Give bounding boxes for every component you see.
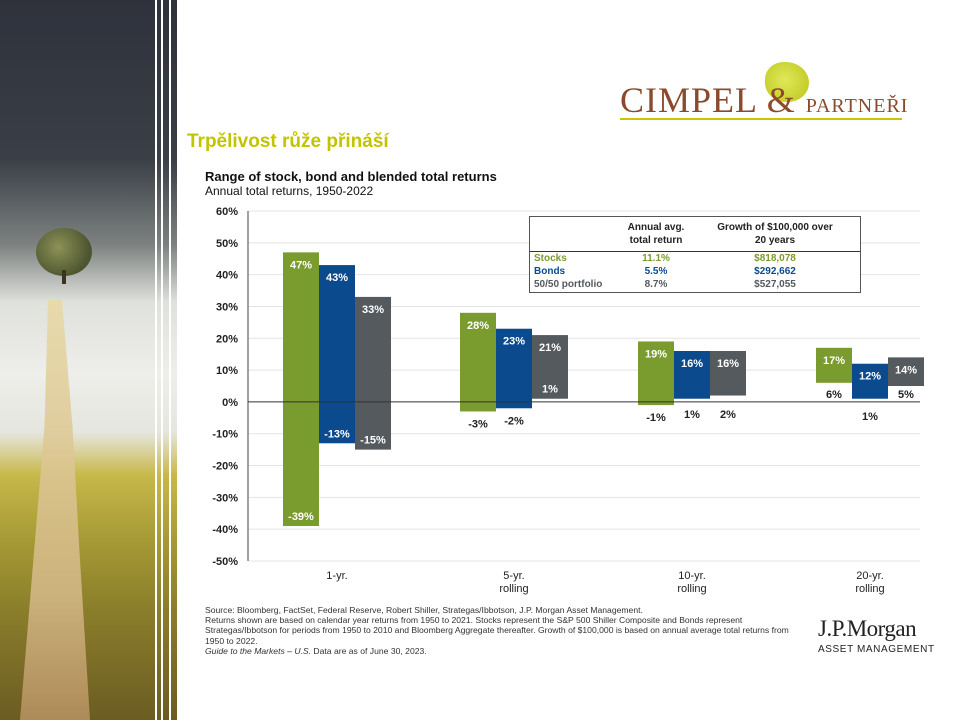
x-category-label: rolling bbox=[677, 583, 706, 595]
bar-bonds bbox=[674, 351, 710, 399]
jpmorgan-logo: J.P.Morgan ASSET MANAGEMENT bbox=[818, 616, 938, 655]
x-category-label: rolling bbox=[499, 583, 528, 595]
y-tick-label: -10% bbox=[212, 429, 238, 441]
y-tick-label: -40% bbox=[212, 524, 238, 536]
bar-min-label: -13% bbox=[324, 428, 350, 440]
bar-min-label: 6% bbox=[826, 389, 842, 401]
bar-min-label: 2% bbox=[720, 409, 736, 421]
bar-max-label: 47% bbox=[290, 259, 312, 271]
bar-max-label: 16% bbox=[681, 358, 703, 370]
bar-min-label: 1% bbox=[542, 384, 558, 396]
bar-max-label: 43% bbox=[326, 272, 348, 284]
footnote-source: Source: Bloomberg, FactSet, Federal Rese… bbox=[205, 605, 643, 615]
decorative-stripe bbox=[161, 0, 163, 720]
bar-min-label: 1% bbox=[862, 411, 878, 423]
chart-subtitle: Annual total returns, 1950-2022 bbox=[205, 184, 374, 198]
logo-ampersand: & bbox=[766, 80, 796, 120]
bar-50-50-portfolio bbox=[532, 335, 568, 399]
x-category-label: 1-yr. bbox=[326, 570, 347, 582]
table-row: Bonds 5.5% $292,662 bbox=[534, 266, 796, 277]
jpmorgan-sub: ASSET MANAGEMENT bbox=[818, 644, 935, 655]
y-tick-label: 10% bbox=[216, 365, 238, 377]
bar-max-label: 21% bbox=[539, 342, 561, 354]
background-photo-landscape bbox=[0, 0, 177, 720]
bar-max-label: 16% bbox=[717, 358, 739, 370]
bar-max-label: 33% bbox=[362, 304, 384, 316]
y-tick-label: 60% bbox=[216, 206, 238, 218]
table-header-growth: Growth of $100,000 over 20 years bbox=[717, 222, 833, 246]
decorative-stripe bbox=[155, 0, 157, 720]
footnote-method: Returns shown are based on calendar year… bbox=[205, 615, 789, 646]
bar-min-label: 5% bbox=[898, 389, 914, 401]
bar-stocks bbox=[460, 312, 496, 412]
bar-bonds bbox=[852, 363, 888, 399]
summary-table: Annual avg. total return Growth of $100,0… bbox=[529, 216, 861, 293]
chart-title: Range of stock, bond and blended total r… bbox=[205, 169, 497, 184]
bar-bonds bbox=[319, 265, 355, 444]
x-category-label: 20-yr. bbox=[856, 570, 884, 582]
footnote: Source: Bloomberg, FactSet, Federal Rese… bbox=[205, 605, 805, 656]
bar-min-label: -1% bbox=[646, 412, 666, 424]
bar-min-label: -15% bbox=[360, 435, 386, 447]
logo-underline bbox=[620, 118, 902, 120]
x-category-label: 5-yr. bbox=[503, 570, 524, 582]
bar-50-50-portfolio bbox=[710, 351, 746, 396]
footnote-guide: Guide to the Markets – U.S. Data are as … bbox=[205, 645, 427, 656]
bar-max-label: 28% bbox=[467, 320, 489, 332]
bar-min-label: -2% bbox=[504, 415, 524, 427]
bar-max-label: 19% bbox=[645, 348, 667, 360]
y-tick-label: 50% bbox=[216, 238, 238, 250]
logo-brand-rest: PARTNEŘI bbox=[805, 95, 909, 117]
leaf-icon bbox=[765, 62, 809, 102]
y-tick-label: -20% bbox=[212, 461, 238, 473]
y-tick-label: 20% bbox=[216, 333, 238, 345]
bar-min-label: -3% bbox=[468, 418, 488, 430]
bar-50-50-portfolio bbox=[888, 357, 924, 386]
tree-trunk bbox=[62, 270, 66, 284]
bar-stocks bbox=[283, 252, 319, 526]
decorative-stripe bbox=[169, 0, 171, 720]
tree-image bbox=[36, 228, 92, 276]
y-tick-label: 0% bbox=[222, 397, 238, 409]
bar-stocks bbox=[816, 347, 852, 383]
table-row: 50/50 portfolio 8.7% $527,055 bbox=[534, 279, 796, 290]
x-category-label: 10-yr. bbox=[678, 570, 706, 582]
bar-min-label: -39% bbox=[288, 511, 314, 523]
bar-bonds bbox=[496, 328, 532, 409]
logo-brand-main: CIMPEL bbox=[620, 80, 757, 120]
y-tick-label: 40% bbox=[216, 270, 238, 282]
bar-min-label: 1% bbox=[684, 409, 700, 421]
table-header-avg: Annual avg. total return bbox=[627, 222, 685, 246]
jpmorgan-name: J.P.Morgan bbox=[818, 616, 917, 641]
bar-max-label: 12% bbox=[859, 371, 881, 383]
page-heading: Trpělivost růže přináší bbox=[187, 131, 389, 152]
bar-50-50-portfolio bbox=[355, 296, 391, 450]
y-tick-label: -50% bbox=[212, 556, 238, 568]
bar-max-label: 17% bbox=[823, 355, 845, 367]
bar-max-label: 23% bbox=[503, 336, 525, 348]
bar-stocks bbox=[638, 341, 674, 406]
table-header-row: Annual avg. total return Growth of $100,0… bbox=[530, 221, 860, 252]
bar-max-label: 14% bbox=[895, 364, 917, 376]
y-tick-label: -30% bbox=[212, 492, 238, 504]
cimpel-logo: CIMPEL & PARTNEŘI bbox=[620, 62, 907, 122]
x-category-label: rolling bbox=[855, 583, 884, 595]
table-row: Stocks 11.1% $818,078 bbox=[534, 253, 796, 264]
y-tick-label: 30% bbox=[216, 301, 238, 313]
